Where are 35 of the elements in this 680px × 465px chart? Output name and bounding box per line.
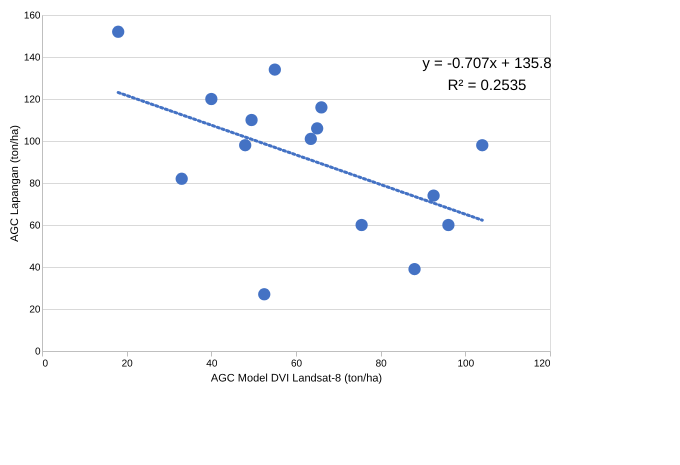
x-tick-label: 40 (206, 358, 218, 370)
y-tick-label: 20 (29, 304, 41, 316)
y-tick-label: 140 (24, 52, 41, 64)
point (245, 114, 258, 126)
x-axis-title: AGC Model DVI Landsat-8 (ton/ha) (210, 372, 382, 384)
point (311, 122, 324, 135)
x-tick-label: 80 (376, 358, 388, 370)
point (176, 172, 188, 185)
point (427, 189, 440, 202)
x-tick-label: 20 (122, 358, 134, 370)
y-tick-label: 40 (29, 262, 41, 274)
x-tick-label: 60 (290, 358, 302, 370)
point (355, 218, 368, 232)
y-tick-label: 80 (29, 178, 41, 190)
y-tick-label: 160 (24, 10, 41, 22)
annotation: y = -0.707x + 135.8 (422, 55, 552, 72)
point (239, 139, 252, 152)
point (304, 132, 317, 146)
point (408, 262, 421, 276)
y-tick-label: 60 (29, 220, 41, 232)
y-axis-title: AGC Lapangan (ton/ha) (8, 125, 21, 242)
x-tick-label: 100 (457, 358, 475, 370)
x-tick-label: 0 (42, 358, 48, 370)
y-tick-label: 100 (24, 136, 41, 148)
point (268, 63, 281, 76)
point (442, 218, 455, 232)
y-tick-label: 0 (34, 346, 41, 358)
y-tick-label: 120 (24, 94, 41, 106)
x-tick-label: 120 (534, 358, 551, 370)
point (315, 101, 328, 114)
point (205, 92, 218, 106)
annotation: R² = 0.2535 (448, 77, 526, 94)
point (112, 26, 124, 38)
point (476, 139, 488, 152)
point (258, 288, 270, 300)
